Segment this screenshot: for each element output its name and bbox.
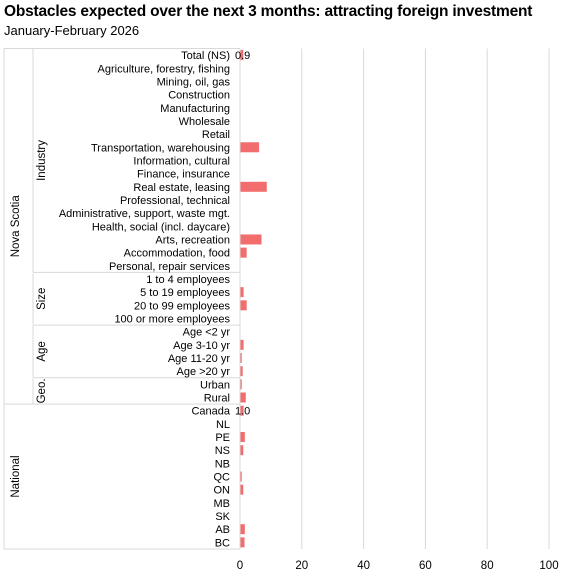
- bar: [240, 181, 267, 192]
- data-label: 0.9: [235, 50, 250, 62]
- category-label: NS: [215, 445, 230, 457]
- bar: [240, 234, 262, 245]
- x-tick-label: 20: [295, 560, 308, 572]
- category-label: Personal, repair services: [109, 261, 231, 273]
- bar: [240, 300, 247, 311]
- inner-group-label: Age: [36, 341, 48, 361]
- bar: [240, 352, 242, 363]
- category-label: QC: [214, 472, 231, 484]
- category-label: SK: [215, 511, 230, 523]
- bar: [240, 537, 245, 548]
- outer-group-label: National: [10, 455, 22, 497]
- category-label: PE: [215, 432, 230, 444]
- category-label: Information, cultural: [133, 155, 230, 167]
- bar: [240, 484, 244, 495]
- bar: [240, 471, 242, 482]
- inner-group-label: Industry: [36, 140, 48, 181]
- category-label: Finance, insurance: [137, 169, 230, 181]
- bar: [240, 392, 246, 403]
- bar: [240, 339, 244, 350]
- bar: [240, 445, 244, 456]
- category-label: MB: [214, 498, 231, 510]
- category-label: NB: [215, 458, 230, 470]
- bar: [240, 405, 244, 416]
- category-label: Arts, recreation: [155, 234, 230, 246]
- category-label: Age >20 yr: [176, 366, 230, 378]
- category-label: Administrative, support, waste mgt.: [59, 208, 230, 220]
- inner-group-label: Geo.: [36, 378, 48, 403]
- category-label: BC: [215, 537, 230, 549]
- category-label: Health, social (incl. daycare): [92, 221, 230, 233]
- chart-subtitle: January-February 2026: [4, 23, 140, 38]
- category-label: Age <2 yr: [183, 327, 231, 339]
- category-label: Professional, technical: [120, 195, 230, 207]
- category-label: 20 to 99 employees: [134, 300, 231, 312]
- category-label: 5 to 19 employees: [140, 287, 230, 299]
- category-label: 1 to 4 employees: [146, 274, 230, 286]
- category-label: Agriculture, forestry, fishing: [98, 63, 230, 75]
- bar: [240, 142, 260, 153]
- category-label: AB: [215, 524, 230, 536]
- category-label: Age 11-20 yr: [168, 353, 231, 365]
- bar: [240, 287, 244, 298]
- category-label: Retail: [202, 129, 230, 141]
- x-tick-label: 100: [539, 560, 558, 572]
- category-label: 100 or more employees: [114, 313, 230, 325]
- category-label: Manufacturing: [160, 103, 230, 115]
- category-label: Urban: [200, 379, 230, 391]
- gridlines: [301, 48, 550, 549]
- x-tick-label: 40: [357, 560, 370, 572]
- category-label: Mining, oil, gas: [157, 76, 231, 88]
- bar: [240, 247, 247, 258]
- data-label: 1.0: [235, 406, 250, 418]
- bar: [240, 379, 242, 390]
- outer-group-label: Nova Scotia: [10, 195, 22, 258]
- bar: [240, 432, 245, 443]
- x-tick-label: 60: [419, 560, 432, 572]
- labels: Nova Scotia National Industry Size Age Geo. To…: [10, 50, 559, 572]
- category-label: ON: [214, 485, 231, 497]
- category-label: Transportation, warehousing: [91, 142, 230, 154]
- bar: [240, 524, 245, 535]
- category-label: Total (NS): [181, 50, 230, 62]
- inner-group-label: Size: [36, 288, 48, 310]
- category-label: Accommodation, food: [124, 248, 230, 260]
- category-label: Age 3-10 yr: [173, 340, 230, 352]
- x-tick-label: 80: [481, 560, 494, 572]
- category-label: Rural: [204, 393, 230, 405]
- bars: [240, 50, 267, 548]
- bar: [240, 50, 244, 61]
- chart-title: Obstacles expected over the next 3 month…: [4, 3, 533, 20]
- x-tick-label: 0: [237, 560, 243, 572]
- category-label: Real estate, leasing: [133, 182, 230, 194]
- category-label: NL: [216, 419, 230, 431]
- category-label: Construction: [168, 90, 230, 102]
- category-label: Canada: [191, 406, 230, 418]
- bar: [240, 366, 243, 377]
- category-axis-frame: [3, 48, 241, 550]
- category-label: Wholesale: [179, 116, 230, 128]
